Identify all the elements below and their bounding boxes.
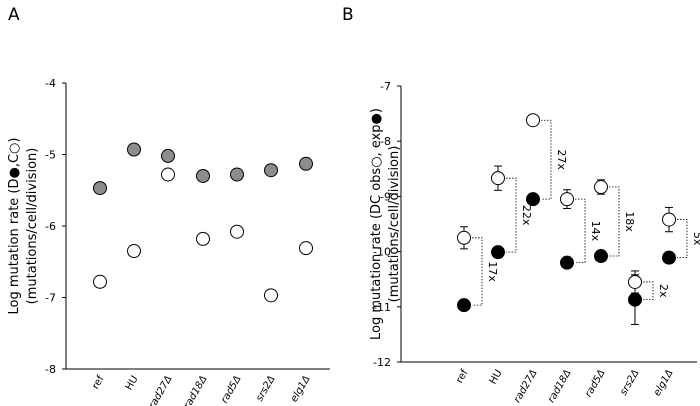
fold-change-label: 18x (623, 211, 636, 232)
data-point-d-filled (264, 163, 278, 178)
data-point-obs-open (457, 230, 471, 245)
data-point-obs-open (628, 274, 642, 289)
fold-bracket (472, 237, 483, 306)
y-tick-label: -10 (373, 246, 391, 259)
data-point-d-filled (161, 148, 175, 163)
x-category-label: srs2Δ (618, 368, 641, 398)
data-point-obs-open (594, 180, 608, 195)
x-category-label: rad18Δ (182, 374, 210, 406)
fold-bracket (506, 177, 517, 253)
data-point-exp-filled (491, 245, 505, 260)
data-point-c-open (264, 288, 278, 303)
y-tick-label: -6 (45, 220, 56, 233)
data-point-c-open (93, 274, 107, 289)
x-category-label: ref (90, 374, 107, 392)
data-point-exp-filled (662, 250, 676, 265)
x-category-label: HU (124, 374, 141, 392)
data-point-c-open (161, 167, 175, 182)
data-point-exp-filled (526, 192, 540, 207)
fold-bracket (609, 186, 620, 257)
fold-bracket (575, 198, 586, 264)
y-axis-label-units: (mutations/cell/division) (387, 146, 402, 303)
y-tick-label: -11 (373, 301, 391, 314)
x-category-label: elg1Δ (289, 374, 313, 404)
data-point-d-filled (299, 156, 313, 171)
fold-change-label: 22x (520, 205, 533, 226)
data-point-c-open (196, 231, 210, 246)
fold-change-label: 14x (589, 221, 602, 242)
data-point-c-open (127, 244, 141, 259)
data-point-d-filled (93, 181, 107, 196)
chart-panel-b: -7 -8 -9 -10 -11 -12 Log mutation rate (DC obs… (369, 80, 700, 405)
x-category-label: HU (488, 368, 505, 386)
fold-bracket (643, 281, 654, 301)
data-point-obs-open (560, 192, 574, 207)
data-point-exp-filled (594, 249, 608, 264)
y-axis-label: Log mutation rate (D●,C○) (7, 138, 22, 315)
data-point-c-open (299, 241, 313, 256)
y-tick-label: -8 (45, 363, 56, 376)
x-category-label: elg1Δ (652, 368, 676, 398)
data-point-exp-filled (560, 255, 574, 270)
panel-label-b: B (342, 5, 354, 25)
y-tick-label: -4 (45, 77, 56, 90)
y-tick-label: -12 (373, 356, 391, 369)
data-point-exp-filled (628, 292, 642, 307)
x-category-label: rad18Δ (546, 368, 574, 405)
panel-label-a: A (8, 5, 20, 25)
y-axis-label-units: (mutations/cell/division) (25, 148, 40, 305)
fold-change-label: 5x (691, 232, 700, 246)
x-category-label: srs2Δ (254, 374, 277, 404)
data-point-obs-open (662, 212, 676, 227)
data-point-obs-open (491, 171, 505, 186)
x-category-label: rad5Δ (219, 374, 244, 405)
x-category-label: rad5Δ (583, 368, 608, 399)
data-point-obs-open (526, 113, 540, 128)
x-category-label: ref (454, 368, 471, 386)
fold-change-label: 17x (486, 261, 499, 282)
x-category-label: rad27Δ (512, 368, 540, 405)
y-tick-label: -8 (380, 135, 391, 148)
y-tick-label: -7 (45, 292, 56, 305)
fold-bracket (541, 119, 552, 200)
y-axis-label: Log mutation rate (DC obs○, exp●) (369, 108, 384, 340)
fold-bracket (677, 219, 688, 259)
data-point-d-filled (127, 142, 141, 157)
fold-change-label: 2x (657, 284, 670, 298)
chart-panel-a: -4 -5 -6 -7 -8 Log mutation rate (D●,C○) (muta… (7, 77, 330, 406)
data-point-c-open (230, 224, 244, 239)
y-tick-label: -7 (380, 80, 391, 93)
y-tick-label: -9 (380, 190, 391, 203)
data-point-d-filled (196, 168, 210, 183)
x-category-label: rad27Δ (147, 374, 175, 406)
fold-change-label: 27x (555, 149, 568, 170)
y-tick-label: -5 (45, 149, 56, 162)
data-point-exp-filled (457, 298, 471, 313)
data-point-d-filled (230, 167, 244, 182)
